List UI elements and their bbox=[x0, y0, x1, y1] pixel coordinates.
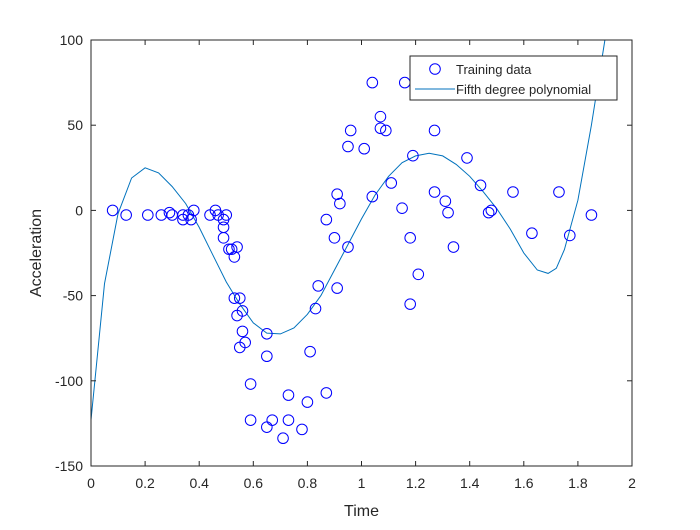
training-data-point bbox=[239, 336, 251, 349]
training-data-point bbox=[404, 232, 416, 244]
training-data-point bbox=[142, 209, 154, 221]
training-data-point bbox=[301, 396, 314, 408]
training-data-point bbox=[482, 206, 495, 219]
training-data-point bbox=[220, 209, 233, 221]
training-data-point bbox=[320, 213, 333, 226]
x-tick-label: 0.4 bbox=[189, 475, 209, 491]
training-data-point bbox=[366, 190, 379, 203]
training-data-point bbox=[236, 325, 249, 338]
training-data-point bbox=[282, 389, 295, 401]
legend-box bbox=[409, 55, 618, 101]
y-tick-label: -50 bbox=[63, 288, 83, 304]
training-data-point bbox=[344, 124, 357, 137]
training-data-point bbox=[163, 206, 176, 219]
training-data-point bbox=[304, 345, 316, 358]
x-tick-label: 1.8 bbox=[568, 475, 588, 491]
training-data-point bbox=[185, 213, 197, 226]
training-data-point bbox=[296, 423, 308, 436]
training-data-point bbox=[187, 204, 200, 217]
training-data-point bbox=[342, 241, 354, 253]
y-tick-label: -150 bbox=[55, 458, 83, 474]
x-tick-label: 0.2 bbox=[135, 475, 155, 491]
training-data-point bbox=[447, 241, 460, 253]
training-data-point bbox=[474, 179, 487, 192]
x-tick-label: 1 bbox=[358, 475, 366, 491]
training-data-point bbox=[404, 298, 416, 310]
training-data-point bbox=[312, 280, 325, 292]
scatter-point-layer bbox=[106, 76, 598, 445]
training-data-point bbox=[374, 122, 387, 135]
training-data-point bbox=[223, 243, 235, 256]
x-tick-label: 2 bbox=[628, 475, 636, 491]
training-data-point bbox=[106, 204, 119, 217]
training-data-point bbox=[507, 186, 519, 198]
training-data-point bbox=[261, 350, 273, 363]
x-tick-label: 0.6 bbox=[244, 475, 264, 491]
y-tick-label: -100 bbox=[55, 373, 83, 389]
training-data-point bbox=[328, 232, 341, 244]
training-data-point bbox=[277, 432, 289, 445]
legend: Training data Fifth degree polynomial bbox=[409, 55, 618, 101]
training-data-point bbox=[282, 414, 295, 426]
training-data-point bbox=[526, 227, 538, 240]
x-tick-label: 0.8 bbox=[298, 475, 318, 491]
training-data-point bbox=[380, 124, 392, 137]
legend-entry-fifth-degree-polynomial: Fifth degree polynomial bbox=[456, 82, 591, 97]
training-data-point bbox=[585, 209, 598, 221]
training-data-point bbox=[320, 387, 333, 399]
training-data-point bbox=[228, 292, 241, 304]
training-data-point bbox=[225, 243, 238, 256]
x-tick-label: 1.4 bbox=[460, 475, 480, 491]
training-data-point bbox=[309, 302, 322, 315]
training-data-point bbox=[563, 229, 576, 242]
training-data-point bbox=[331, 282, 343, 294]
training-data-point bbox=[396, 202, 408, 214]
training-data-point bbox=[374, 110, 387, 123]
x-tick-label: 0 bbox=[87, 475, 95, 491]
plot-area bbox=[91, 40, 632, 466]
y-tick-label: 0 bbox=[75, 202, 83, 218]
training-data-point bbox=[412, 268, 425, 281]
training-data-point bbox=[358, 142, 371, 155]
x-tick-layer: 0 0.2 0.4 0.6 0.8 1 1.2 1.4 1.6 1.8 2 bbox=[87, 40, 636, 491]
training-data-point bbox=[342, 140, 354, 153]
training-data-point bbox=[428, 186, 441, 198]
training-data-point bbox=[385, 177, 398, 189]
training-data-point bbox=[442, 206, 454, 219]
training-data-point bbox=[244, 414, 257, 426]
training-data-point bbox=[233, 292, 246, 304]
training-data-point bbox=[439, 195, 452, 207]
y-tick-layer: -150 -100 -50 0 50 100 bbox=[55, 32, 632, 474]
training-data-point bbox=[334, 197, 346, 210]
training-data-point bbox=[428, 124, 441, 137]
polynomial-line-layer bbox=[91, 40, 606, 421]
training-data-point bbox=[266, 414, 279, 426]
y-tick-label: 50 bbox=[67, 117, 83, 133]
x-tick-label: 1.2 bbox=[406, 475, 426, 491]
training-data-point bbox=[231, 241, 243, 253]
training-data-point bbox=[261, 327, 273, 340]
training-data-point bbox=[244, 378, 257, 390]
training-data-point bbox=[217, 232, 230, 244]
x-tick-label: 1.6 bbox=[514, 475, 534, 491]
polynomial-fit-line bbox=[91, 40, 606, 421]
legend-entry-training-data: Training data bbox=[456, 62, 532, 77]
training-data-point bbox=[236, 305, 249, 317]
y-tick-label: 100 bbox=[60, 32, 84, 48]
training-data-point bbox=[553, 186, 565, 198]
training-data-point bbox=[485, 204, 498, 217]
legend-marker-circle bbox=[429, 63, 441, 75]
training-data-point bbox=[461, 152, 473, 164]
training-data-point bbox=[366, 76, 379, 89]
y-axis-label: Acceleration bbox=[28, 209, 45, 297]
training-data-point bbox=[120, 209, 132, 221]
x-axis-label: Time bbox=[344, 503, 379, 520]
training-data-point bbox=[407, 149, 419, 162]
